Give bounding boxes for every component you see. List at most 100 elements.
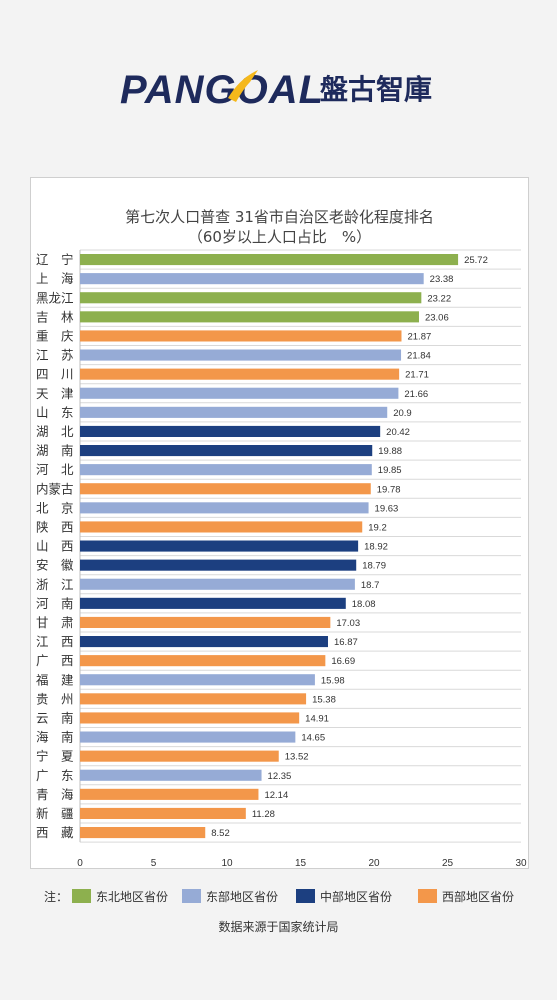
- category-label: 吉 林: [36, 309, 74, 324]
- bar: [80, 254, 459, 266]
- category-label: 山 西: [36, 539, 74, 554]
- brand-name-cn: 盤古智庫: [320, 73, 433, 106]
- bar: [80, 445, 373, 457]
- bar: [80, 674, 315, 686]
- value-label: 18.08: [352, 599, 376, 610]
- bar: [80, 406, 388, 418]
- x-tick-label: 30: [515, 858, 527, 868]
- value-label: 21.84: [407, 351, 431, 362]
- bar: [80, 693, 307, 705]
- value-label: 15.98: [321, 675, 345, 686]
- x-tick-label: 20: [368, 858, 380, 868]
- bar: [80, 597, 346, 609]
- bar: [80, 655, 326, 667]
- x-tick-label: 15: [295, 858, 307, 868]
- legend-text-central: 中部地区省份: [320, 890, 393, 904]
- category-label: 新 疆: [36, 806, 74, 821]
- bar: [80, 712, 300, 724]
- category-label: 海 南: [36, 730, 74, 745]
- brand-logo: PANGOAL 盤古智庫: [120, 62, 440, 118]
- value-label: 21.71: [405, 370, 429, 381]
- category-label: 北 京: [36, 500, 74, 515]
- bar: [80, 349, 402, 361]
- brand-name-en: PANGOAL: [120, 68, 325, 112]
- category-label: 湖 南: [36, 443, 74, 458]
- value-label: 23.06: [425, 312, 449, 323]
- category-label: 重 庆: [36, 328, 74, 343]
- category-label: 甘 肃: [36, 615, 74, 630]
- value-label: 20.42: [386, 427, 410, 438]
- bar: [80, 769, 262, 781]
- category-label: 江 西: [36, 634, 74, 649]
- value-label: 19.2: [368, 522, 387, 533]
- category-label: 河 南: [36, 596, 74, 611]
- value-label: 19.63: [375, 503, 399, 514]
- legend-swatch-northeast: [72, 889, 91, 903]
- chart-title: 第七次人口普查 31省市自治区老龄化程度排名: [125, 208, 434, 226]
- category-label: 江 苏: [36, 348, 74, 363]
- value-label: 20.9: [393, 408, 412, 419]
- value-label: 16.87: [334, 637, 358, 648]
- value-label: 19.78: [377, 484, 401, 495]
- value-label: 21.66: [404, 389, 428, 400]
- category-label: 安 徽: [36, 558, 74, 573]
- bar: [80, 578, 355, 590]
- category-label: 湖 北: [36, 424, 74, 439]
- category-label: 贵 州: [36, 691, 74, 706]
- value-label: 12.35: [268, 771, 292, 782]
- value-label: 11.28: [252, 809, 275, 820]
- legend-text-east: 东部地区省份: [206, 890, 279, 904]
- bar: [80, 273, 424, 285]
- value-label: 21.87: [407, 331, 431, 342]
- value-label: 16.69: [331, 656, 355, 667]
- category-label: 福 建: [36, 672, 74, 687]
- legend-label: 注：: [44, 890, 69, 904]
- category-label: 西 藏: [36, 825, 74, 840]
- x-tick-label: 25: [442, 858, 454, 868]
- legend-swatch-west: [418, 889, 437, 903]
- bar: [80, 330, 402, 342]
- category-label: 浙 江: [36, 577, 74, 592]
- bar: [80, 807, 246, 819]
- value-label: 13.52: [285, 752, 309, 763]
- bar: [80, 559, 357, 571]
- value-label: 17.03: [336, 618, 360, 629]
- bar: [80, 750, 279, 762]
- category-label: 内蒙古: [36, 481, 74, 496]
- bar: [80, 521, 363, 533]
- category-label: 宁 夏: [36, 749, 74, 764]
- value-label: 15.38: [312, 694, 336, 705]
- bar: [80, 311, 419, 323]
- value-label: 25.72: [464, 255, 488, 266]
- value-label: 18.92: [364, 542, 388, 553]
- x-tick-label: 10: [221, 858, 233, 868]
- value-label: 18.7: [361, 580, 380, 591]
- value-label: 12.14: [264, 790, 288, 801]
- bar: [80, 387, 399, 399]
- category-label: 黑龙江: [36, 290, 74, 305]
- bar: [80, 502, 369, 514]
- bar: [80, 540, 359, 552]
- value-label: 18.79: [362, 561, 386, 572]
- value-label: 14.91: [305, 713, 329, 724]
- category-label: 广 东: [36, 768, 74, 783]
- bar: [80, 616, 331, 628]
- value-label: 19.88: [378, 446, 402, 457]
- legend-text-west: 西部地区省份: [442, 890, 515, 904]
- category-label: 陕 西: [36, 519, 74, 534]
- bar: [80, 636, 328, 648]
- value-label: 8.52: [211, 828, 230, 839]
- logo-swoosh-icon: [228, 70, 258, 102]
- category-label: 河 北: [36, 462, 74, 477]
- data-source-note: 数据来源于国家统计局: [218, 920, 339, 934]
- x-tick-label: 5: [151, 858, 157, 868]
- bar: [80, 292, 422, 304]
- value-label: 23.22: [427, 293, 451, 304]
- bar: [80, 788, 259, 800]
- bar: [80, 731, 296, 743]
- bar: [80, 827, 206, 839]
- x-tick-label: 0: [77, 858, 83, 868]
- category-label: 辽 宁: [36, 252, 74, 267]
- chart-panel: 第七次人口普查 31省市自治区老龄化程度排名 （60岁以上人口占比 %） 辽 宁…: [30, 177, 529, 869]
- bar: [80, 425, 381, 437]
